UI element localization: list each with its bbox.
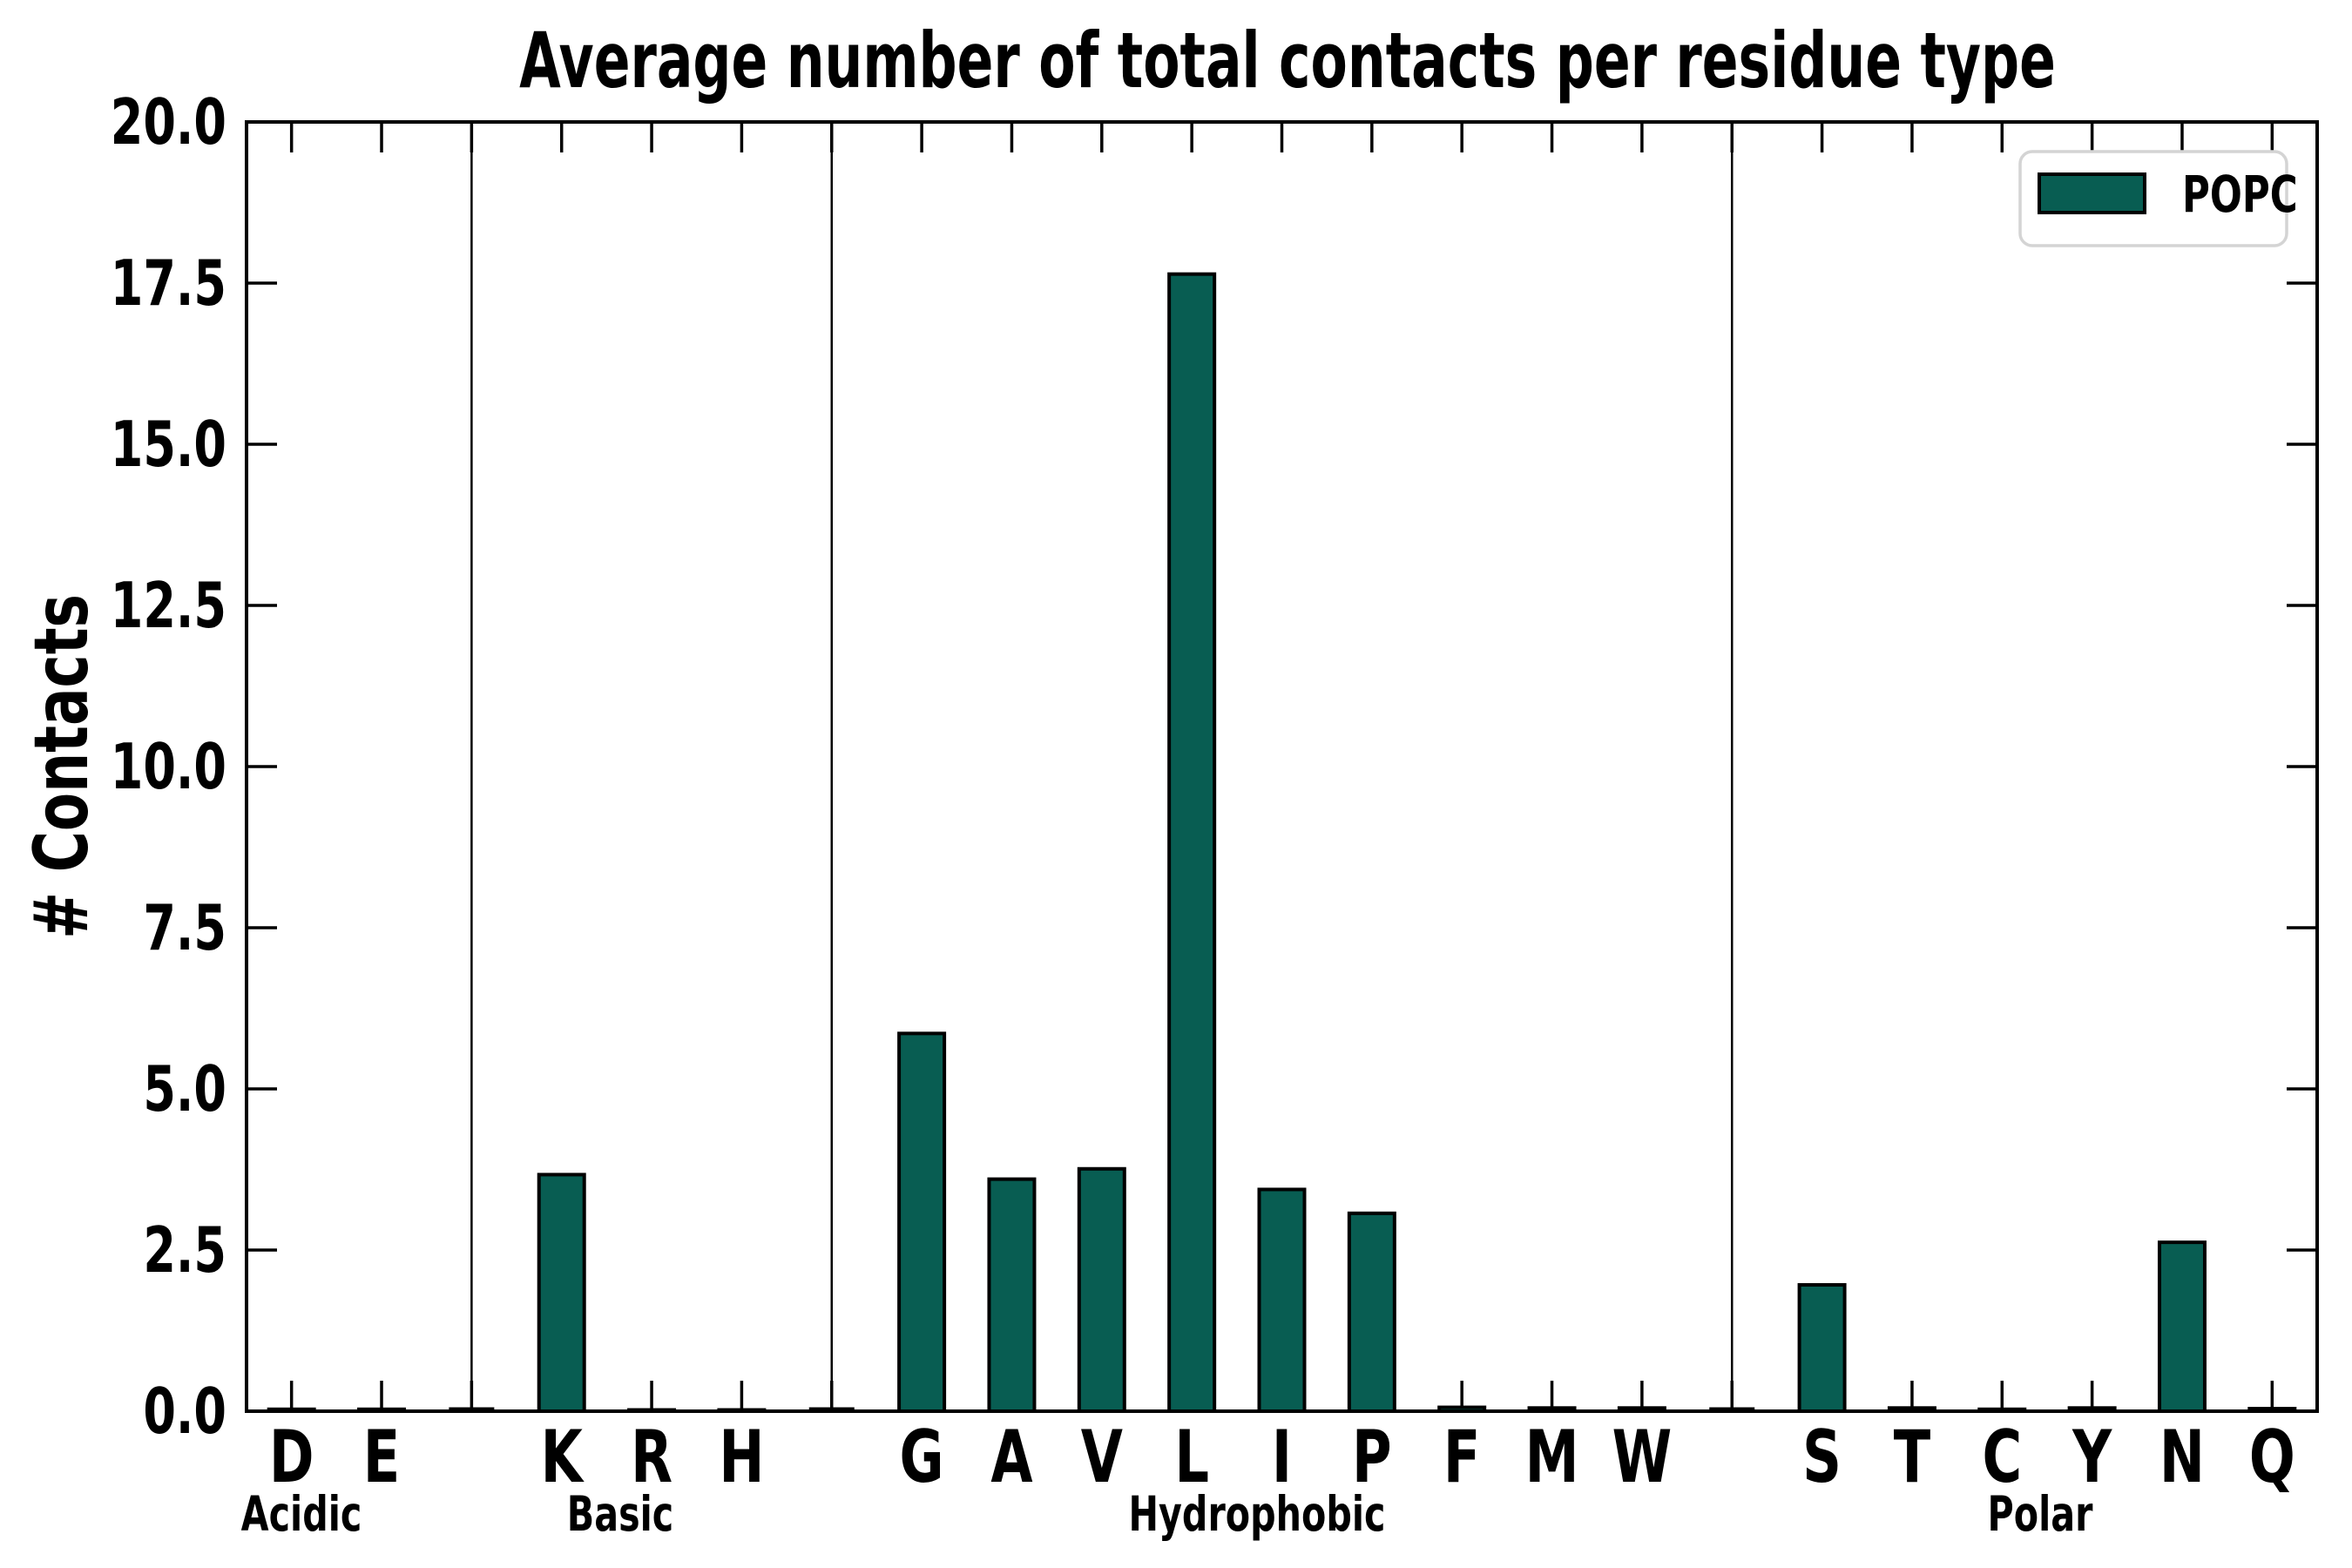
bar-N [2157,1240,2207,1413]
x-tick-letter-G: G [900,1416,944,1499]
group-label-acidic: Acidic [241,1487,362,1542]
x-tick-letter-D: D [269,1416,314,1499]
group-label-polar: Polar [1988,1487,2093,1542]
x-tick-letter-T: T [1894,1416,1930,1499]
bar-Q [2247,1407,2297,1414]
group-label-hydrophobic: Hydrophobic [1129,1487,1386,1542]
bar-L [1167,272,1217,1413]
bar-K [537,1173,586,1414]
bar-I [1257,1187,1307,1413]
bar-C [1977,1407,2027,1414]
y-tick-label-15.0: 15.0 [111,409,226,482]
x-tick-letter-Q: Q [2249,1416,2295,1499]
bar-V [1077,1166,1126,1413]
bar-Y [2067,1406,2117,1414]
x-tick-letter-R: R [631,1416,672,1499]
legend: POPC [2018,150,2298,247]
group-label-basic: Basic [567,1487,673,1542]
bar-T [1887,1406,1936,1414]
y-tick-label-10.0: 10.0 [111,731,226,804]
x-tick-letter-L: L [1174,1416,1209,1499]
y-tick-label-0.0: 0.0 [143,1375,226,1449]
x-tick-letter-K: K [541,1416,585,1499]
y-axis-label: # Contacts [17,594,105,939]
x-tick-letter-I: I [1272,1416,1292,1499]
x-tick-letter-S: S [1802,1416,1842,1499]
bar-M [1527,1406,1577,1414]
bar-G [897,1031,947,1413]
bar-S [1797,1282,1847,1413]
x-tick-letter-W: W [1612,1416,1673,1499]
x-tick-letter-M: M [1525,1416,1579,1499]
legend-swatch [2038,172,2146,214]
bar-F [1437,1405,1487,1414]
x-tick-letter-A: A [990,1416,1032,1499]
y-tick-label-5.0: 5.0 [143,1053,226,1126]
x-tick-letter-P: P [1352,1416,1392,1499]
legend-label: POPC [2182,166,2298,225]
y-tick-label-20.0: 20.0 [111,86,226,159]
y-tick-label-2.5: 2.5 [143,1214,226,1288]
bar-E [357,1407,407,1414]
y-tick-label-17.5: 17.5 [111,247,226,321]
x-tick-letter-C: C [1982,1416,2022,1499]
bar-D [267,1407,316,1414]
bar-A [987,1177,1037,1413]
x-tick-letter-H: H [719,1416,764,1499]
y-tick-label-7.5: 7.5 [143,892,226,965]
bar-W [1617,1406,1666,1414]
bar-R [627,1408,677,1414]
y-tick-label-12.5: 12.5 [111,570,226,643]
bar-P [1347,1211,1396,1413]
chart-title: Average number of total contacts per res… [519,17,2056,105]
x-tick-letter-F: F [1443,1416,1481,1499]
x-tick-letter-V: V [1081,1416,1123,1499]
x-tick-letter-N: N [2159,1416,2205,1499]
x-tick-letter-E: E [363,1416,401,1499]
x-tick-letter-Y: Y [2072,1416,2112,1499]
bar-H [717,1408,767,1414]
